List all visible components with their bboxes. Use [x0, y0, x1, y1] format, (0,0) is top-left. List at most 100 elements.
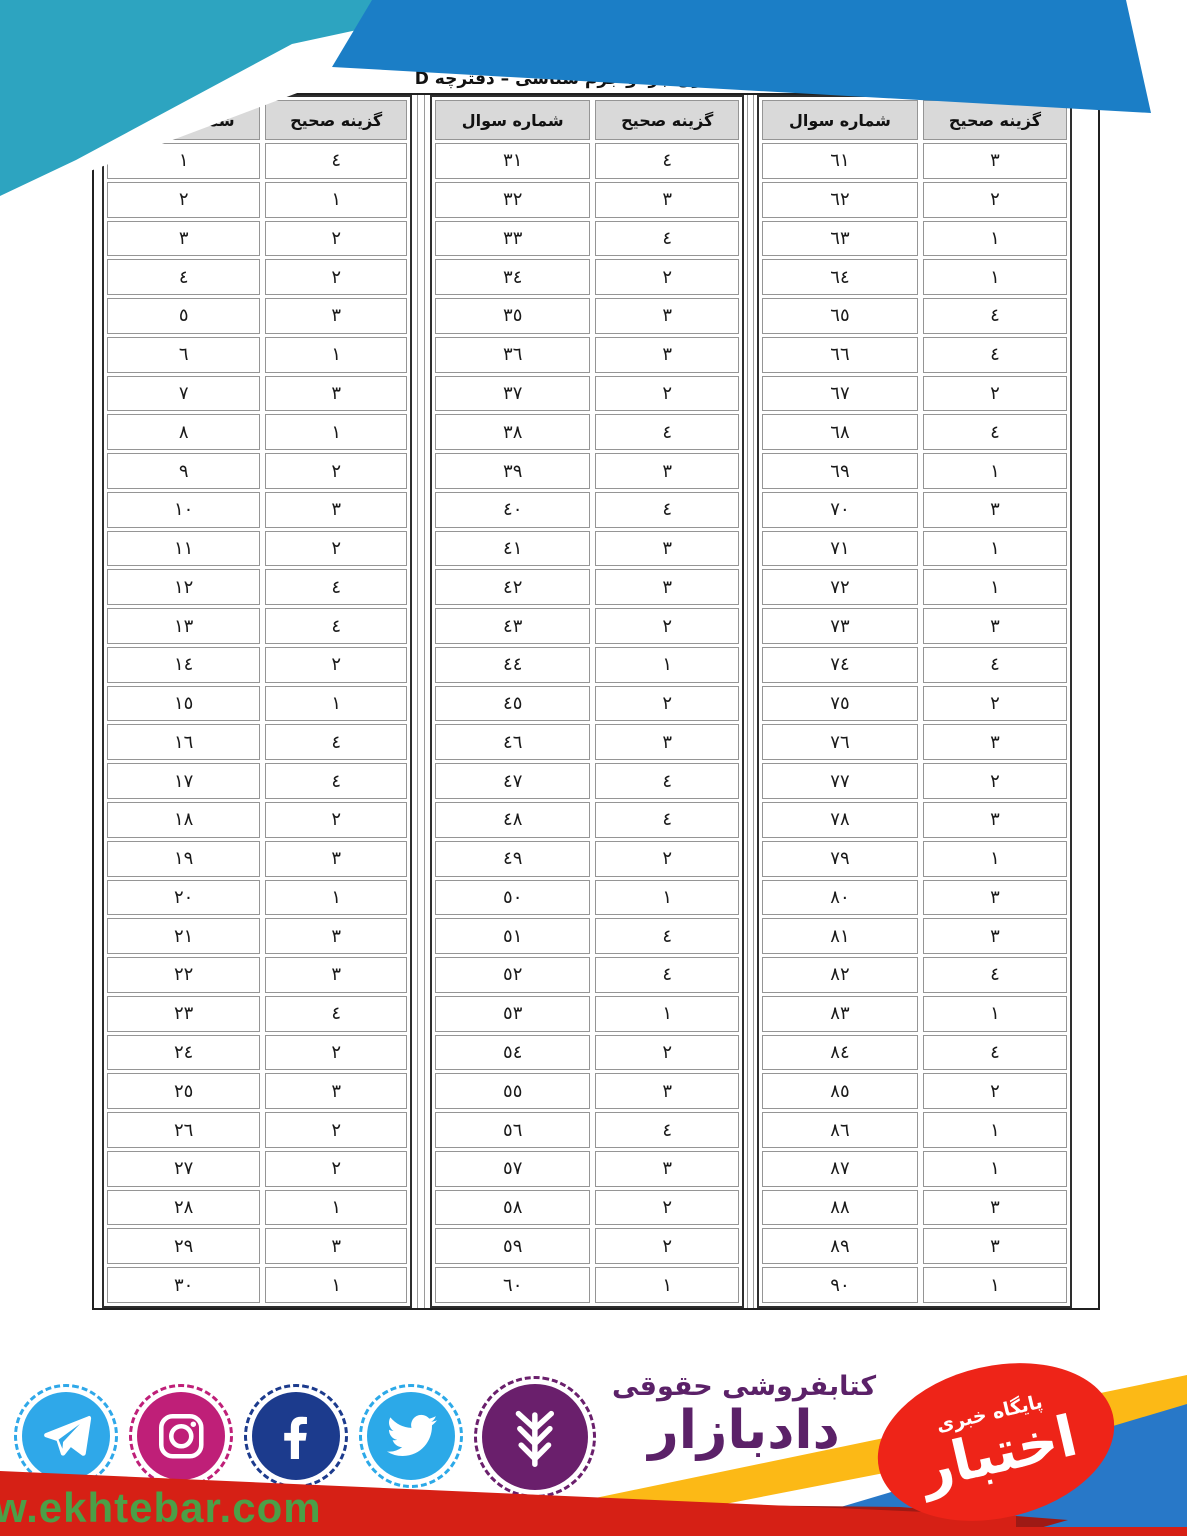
answer-table-1-30: شماره سوال گزینه صحیح ١ ٤ ٢ ١ [102, 95, 412, 1308]
answer-row: ٦٤ ١ [762, 259, 1067, 296]
answer-row: ٣٦ ٣ [435, 336, 739, 373]
question-number-cell: ٨٦ [762, 1112, 918, 1148]
answer-tables: شماره سوال گزینه صحیح ١ ٤ ٢ ١ [94, 95, 1098, 1308]
correct-option-cell: ٢ [922, 763, 1067, 800]
instagram-icon[interactable] [122, 1377, 240, 1495]
question-number-cell: ٣٩ [435, 453, 591, 489]
correct-option-cell: ٢ [265, 259, 407, 296]
correct-option-cell: ٣ [922, 143, 1067, 179]
correct-option-cell: ٣ [595, 181, 739, 218]
question-number-cell: ٣٠ [107, 1267, 261, 1303]
correct-option-cell: ٤ [595, 1112, 739, 1148]
answer-row: ٨٩ ٣ [762, 1228, 1067, 1265]
question-number-cell: ١٦ [107, 724, 261, 761]
answer-table-31-60: شماره سوال گزینه صحیح ٣١ ٤ ٣٢ ٣ [430, 95, 744, 1308]
question-number-cell: ٧٧ [762, 763, 918, 800]
answer-row: ٦٦ ٤ [762, 336, 1067, 373]
answer-row: ٨٥ ٢ [762, 1073, 1067, 1110]
answer-row: ١١ ٢ [107, 530, 407, 567]
correct-option-cell: ٣ [265, 298, 407, 334]
question-number-cell: ٦٨ [762, 414, 918, 451]
answer-row: ٤٧ ٤ [435, 763, 739, 800]
table-gap [417, 95, 425, 1308]
answer-row: ٤٣ ٢ [435, 608, 739, 644]
answer-row: ٢٥ ٣ [107, 1073, 407, 1110]
answer-row: ١٩ ٣ [107, 840, 407, 877]
telegram-icon[interactable] [7, 1377, 125, 1495]
question-number-cell: ٤٣ [435, 608, 591, 644]
answer-row: ٧١ ١ [762, 530, 1067, 567]
question-number-cell: ٥٦ [435, 1112, 591, 1148]
correct-option-cell: ١ [265, 1189, 407, 1226]
correct-option-cell: ٢ [265, 220, 407, 257]
question-number-cell: ٢٧ [107, 1150, 261, 1187]
correct-option-cell: ٣ [595, 336, 739, 373]
site-url: w.ekhtebar.com [0, 1484, 322, 1531]
answer-row: ٣٢ ٣ [435, 181, 739, 218]
answer-row: ١٦ ٤ [107, 724, 407, 761]
answer-row: ٦ ١ [107, 336, 407, 373]
question-number-cell: ٩ [107, 453, 261, 489]
answer-row: ٧٦ ٣ [762, 724, 1067, 761]
correct-option-cell: ٣ [595, 569, 739, 606]
correct-option-cell: ١ [265, 879, 407, 916]
correct-option-cell: ٣ [922, 608, 1067, 644]
dadbazar-wordmark: کتابفروشی حقوقی دادبازار [608, 1372, 880, 1460]
answer-row: ١٨ ٢ [107, 802, 407, 838]
answer-row: ٦٠ ١ [435, 1267, 739, 1303]
correct-option-cell: ٤ [595, 143, 739, 179]
answer-row: ٢٠ ١ [107, 879, 407, 916]
answer-row: ٧ ٣ [107, 375, 407, 412]
question-number-cell: ١٥ [107, 685, 261, 722]
question-number-cell: ٣٨ [435, 414, 591, 451]
answer-row: ٤٩ ٢ [435, 840, 739, 877]
question-number-cell: ٦٢ [762, 181, 918, 218]
question-number-cell: ٧٨ [762, 802, 918, 838]
correct-option-cell: ٢ [595, 1034, 739, 1071]
question-number-cell: ٨٨ [762, 1189, 918, 1226]
ekhtebar-logo[interactable]: پایگاه خبری اختبار [861, 1340, 1131, 1536]
answer-row: ٢٩ ٣ [107, 1228, 407, 1265]
question-number-cell: ٧٦ [762, 724, 918, 761]
answer-row: ٣١ ٤ [435, 143, 739, 179]
answer-row: ٧٤ ٤ [762, 646, 1067, 683]
question-number-cell: ٨٢ [762, 957, 918, 993]
correct-option-cell: ٢ [265, 1034, 407, 1071]
answer-row: ٣٣ ٤ [435, 220, 739, 257]
dadbazar-icon[interactable] [466, 1368, 604, 1506]
answer-row: ٥٨ ٢ [435, 1189, 739, 1226]
question-number-cell: ٦٠ [435, 1267, 591, 1303]
answer-row: ٣٤ ٢ [435, 259, 739, 296]
correct-option-cell: ٣ [922, 918, 1067, 955]
question-number-cell: ٣٥ [435, 298, 591, 334]
answer-row: ٤٤ ١ [435, 646, 739, 683]
answer-row: ٧٥ ٢ [762, 685, 1067, 722]
question-number-cell: ٥٢ [435, 957, 591, 993]
correct-option-cell: ٢ [595, 375, 739, 412]
answer-row: ٤٨ ٤ [435, 802, 739, 838]
answer-row: ٢١ ٣ [107, 918, 407, 955]
correct-option-cell: ٣ [265, 957, 407, 993]
answer-row: ٧٣ ٣ [762, 608, 1067, 644]
correct-option-cell: ٣ [922, 1189, 1067, 1226]
facebook-icon[interactable] [237, 1377, 355, 1495]
question-number-cell: ٢٩ [107, 1228, 261, 1265]
twitter-icon[interactable] [352, 1377, 470, 1495]
correct-option-cell: ٢ [922, 375, 1067, 412]
question-number-cell: ٥٧ [435, 1150, 591, 1187]
correct-option-cell: ٢ [595, 840, 739, 877]
correct-option-cell: ٣ [922, 491, 1067, 528]
answer-row: ٨١ ٣ [762, 918, 1067, 955]
answer-row: ١٢ ٤ [107, 569, 407, 606]
question-number-cell: ٤١ [435, 530, 591, 567]
question-number-cell: ٢٠ [107, 879, 261, 916]
question-number-cell: ٥٩ [435, 1228, 591, 1265]
answer-row: ٧٢ ١ [762, 569, 1067, 606]
question-number-cell: ٤ [107, 259, 261, 296]
answer-row: ٢٤ ٢ [107, 1034, 407, 1071]
question-number-cell: ٨٤ [762, 1034, 918, 1071]
question-number-cell: ١٠ [107, 491, 261, 528]
question-number-cell: ٣٣ [435, 220, 591, 257]
question-number-cell: ٦٩ [762, 453, 918, 489]
